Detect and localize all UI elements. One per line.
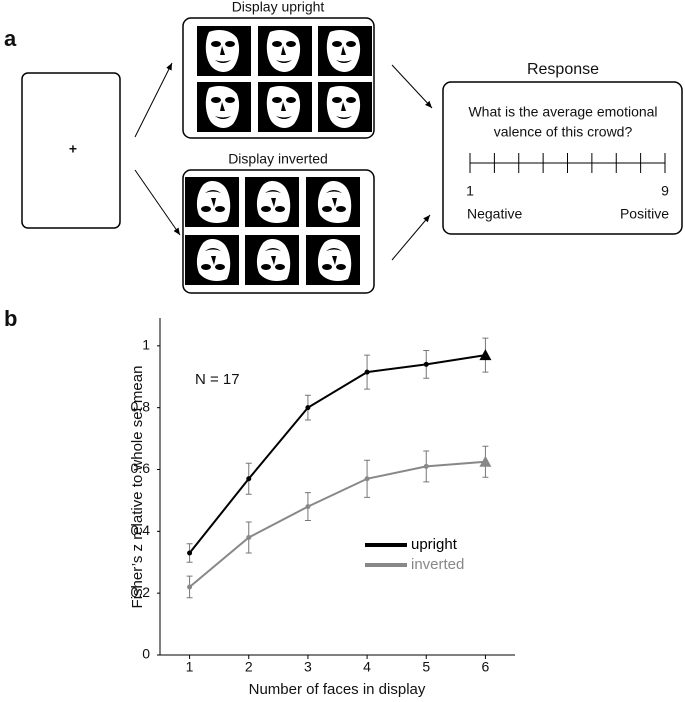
panel-label: a xyxy=(4,26,17,51)
marker xyxy=(423,463,429,469)
y-axis-label: Fisher’s z relative to whole set mean xyxy=(129,366,146,609)
marker xyxy=(479,455,492,467)
marker xyxy=(187,584,193,590)
marker xyxy=(423,361,429,367)
y-tick-label: 0.2 xyxy=(131,584,151,600)
marker xyxy=(479,349,492,361)
x-tick-label: 5 xyxy=(422,659,430,675)
display-title: Display upright xyxy=(232,0,325,15)
annotation: N = 17 xyxy=(195,371,240,388)
line xyxy=(188,460,486,588)
scale-label: 9 xyxy=(661,183,669,199)
y-tick-label: 0.4 xyxy=(131,522,151,538)
arrow xyxy=(134,62,173,138)
arrow xyxy=(391,64,433,109)
marker xyxy=(305,504,311,510)
response-title: Response xyxy=(527,61,599,78)
scale-label: Negative xyxy=(467,206,522,222)
x-tick-label: 6 xyxy=(482,659,490,675)
marker xyxy=(364,476,370,482)
legend-label: upright xyxy=(411,536,458,553)
x-axis-label: Number of faces in display xyxy=(249,681,426,698)
fixation-cross: + xyxy=(69,141,77,157)
display-title: Display inverted xyxy=(228,151,328,167)
y-tick-label: 0.6 xyxy=(131,460,151,476)
arrow xyxy=(134,169,181,236)
scale-label: 1 xyxy=(466,183,474,199)
scale-label: Positive xyxy=(620,206,669,222)
x-tick-label: 1 xyxy=(186,659,194,675)
marker xyxy=(187,550,193,556)
chart: Number of faces in display Fisher’s z re… xyxy=(129,318,515,698)
marker xyxy=(246,476,252,482)
x-tick-label: 3 xyxy=(304,659,312,675)
question: What is the average emotional xyxy=(468,104,657,120)
arrow xyxy=(391,214,431,261)
marker xyxy=(246,535,252,541)
marker xyxy=(305,405,311,411)
x-tick-label: 2 xyxy=(245,659,253,675)
legend-label: inverted xyxy=(411,556,464,573)
response-box xyxy=(442,81,683,235)
y-tick-label: 1 xyxy=(142,337,150,353)
marker xyxy=(364,369,370,375)
question: valence of this crowd? xyxy=(494,124,633,140)
line xyxy=(188,354,486,554)
fixation-screen xyxy=(21,72,121,229)
y-tick-label: 0.8 xyxy=(131,398,151,414)
panel-label: b xyxy=(4,306,17,331)
x-tick-label: 4 xyxy=(363,659,371,675)
rating-scale xyxy=(469,153,666,173)
y-tick-label: 0 xyxy=(142,646,150,662)
